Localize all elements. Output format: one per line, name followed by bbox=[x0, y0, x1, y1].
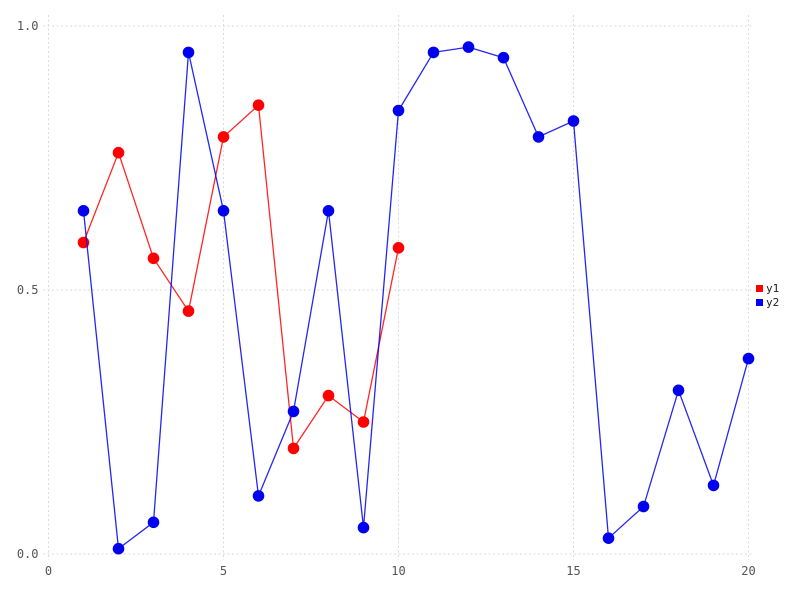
data-point-y1-x8 bbox=[322, 389, 335, 402]
data-point-y2-x12 bbox=[462, 41, 475, 53]
x-tick-label-0: 0 bbox=[45, 564, 52, 578]
data-point-y2-x6 bbox=[252, 490, 265, 502]
x-tick-label-20: 20 bbox=[741, 564, 755, 578]
data-point-y2-x1 bbox=[77, 205, 90, 217]
legend-swatch-icon-y1 bbox=[756, 285, 763, 292]
legend-item-y2: y2 bbox=[756, 296, 779, 309]
data-point-y2-x11 bbox=[427, 46, 440, 59]
data-point-y2-x18 bbox=[672, 384, 685, 397]
data-point-y2-x2 bbox=[112, 542, 125, 555]
data-point-y2-x16 bbox=[602, 532, 615, 544]
legend: y1 y2 bbox=[756, 282, 779, 309]
data-point-y2-x17 bbox=[637, 500, 650, 513]
legend-label-y2: y2 bbox=[766, 296, 780, 309]
data-point-y2-x4 bbox=[182, 46, 195, 59]
data-point-y2-x7 bbox=[287, 405, 300, 418]
data-point-y2-x20 bbox=[742, 352, 755, 365]
data-point-y1-x2 bbox=[112, 146, 125, 159]
data-point-y1-x7 bbox=[287, 442, 300, 455]
data-point-y1-x4 bbox=[182, 305, 195, 317]
data-point-y2-x9 bbox=[357, 521, 370, 534]
y-tick-label-1.0: 1.0 bbox=[17, 19, 39, 33]
series-y2-line bbox=[82, 46, 750, 550]
y-tick-label-0.5: 0.5 bbox=[17, 283, 39, 297]
data-point-y2-x14 bbox=[532, 131, 545, 143]
legend-label-y1: y1 bbox=[766, 282, 780, 295]
data-point-y1-x5 bbox=[217, 131, 230, 143]
data-point-y2-x8 bbox=[322, 205, 335, 217]
legend-swatch-icon-y2 bbox=[756, 299, 763, 306]
data-point-y1-x6 bbox=[252, 99, 265, 111]
x-tick-label-5: 5 bbox=[220, 564, 227, 578]
data-point-y2-x13 bbox=[497, 51, 510, 64]
data-point-y2-x15 bbox=[567, 115, 580, 127]
data-point-y2-x10 bbox=[392, 104, 405, 117]
x-tick-label-10: 10 bbox=[391, 564, 405, 578]
data-point-y1-x9 bbox=[357, 416, 370, 428]
x-tick-label-15: 15 bbox=[566, 564, 580, 578]
data-point-y1-x10 bbox=[392, 242, 405, 254]
data-point-y2-x5 bbox=[217, 205, 230, 217]
legend-item-y1: y1 bbox=[756, 282, 779, 295]
y-tick-label-0.0: 0.0 bbox=[17, 547, 39, 561]
data-point-y1-x3 bbox=[147, 252, 160, 265]
data-point-y2-x19 bbox=[707, 479, 720, 492]
series-y1-line bbox=[82, 104, 400, 450]
data-point-y2-x3 bbox=[147, 516, 160, 529]
